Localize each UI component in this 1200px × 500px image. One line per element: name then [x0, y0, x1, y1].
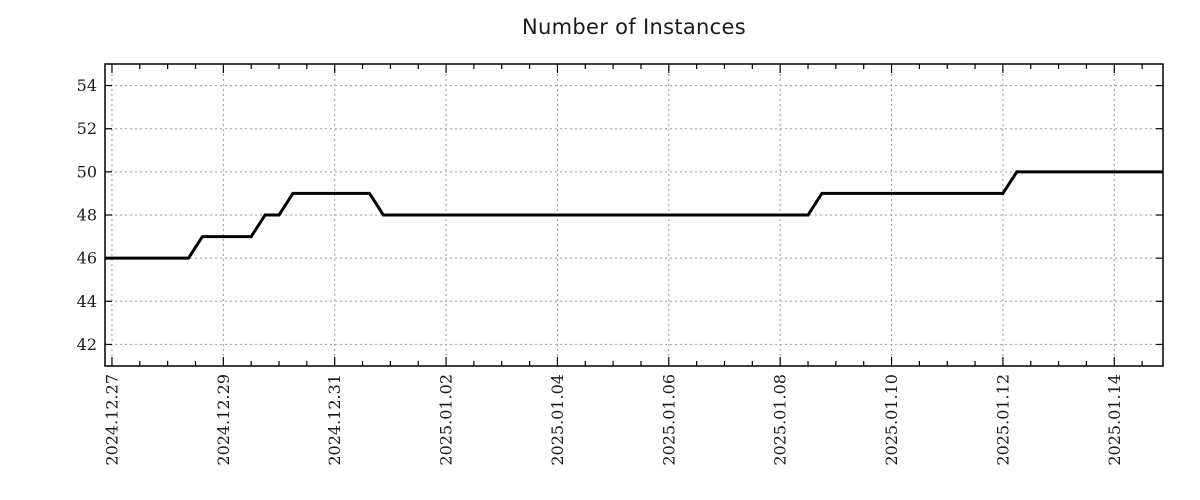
x-tick-label: 2024.12.27	[102, 374, 121, 466]
y-tick-label: 42	[77, 335, 97, 354]
y-tick-label: 54	[77, 76, 97, 95]
chart-title: Number of Instances	[522, 15, 746, 39]
y-axis-tick-labels: 42 44 46 48 50 52 54	[77, 76, 97, 354]
y-tick-label: 52	[77, 119, 97, 138]
x-tick-label: 2025.01.02	[437, 374, 456, 466]
x-axis-tick-labels: 2024.12.27 2024.12.29 2024.12.31 2025.01.02…	[102, 374, 1123, 466]
x-tick-label: 2024.12.31	[325, 374, 344, 466]
y-tick-label: 46	[77, 249, 97, 268]
y-tick-label: 44	[77, 292, 97, 311]
instances-series-line	[105, 170, 1163, 260]
x-tick-label: 2025.01.08	[771, 374, 790, 466]
axis-ticks	[105, 64, 1163, 366]
x-tick-label: 2025.01.10	[882, 374, 901, 466]
x-tick-label: 2025.01.06	[659, 374, 678, 466]
y-tick-label: 50	[77, 162, 97, 181]
y-tick-label: 48	[77, 206, 97, 225]
x-tick-label: 2025.01.04	[548, 374, 567, 466]
x-tick-label: 2025.01.14	[1105, 374, 1124, 466]
x-tick-label: 2025.01.12	[993, 374, 1012, 466]
x-tick-label: 2024.12.29	[214, 374, 233, 466]
plot-border	[104, 63, 1164, 367]
